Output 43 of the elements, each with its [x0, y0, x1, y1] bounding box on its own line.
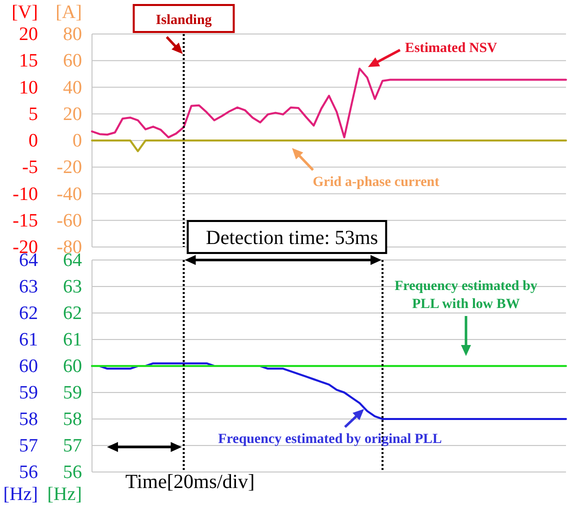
y-tick-label: 59: [19, 382, 38, 404]
annotation: Frequency estimated by PLL with low BW: [394, 279, 538, 312]
y-tick-label: 60: [19, 356, 38, 378]
y-tick-label: 20: [19, 24, 38, 46]
y2-tick-label: 59: [63, 382, 82, 404]
y-tick-label: 56: [19, 462, 38, 484]
y2-tick-label: 58: [63, 409, 82, 430]
y2-tick-label: 80: [63, 24, 82, 46]
y-tick-label: 15: [19, 50, 38, 72]
annotation: Detection time: 53ms: [206, 227, 378, 249]
x-axis-title: Time[20ms/div]: [125, 471, 255, 493]
y2-tick-label: 20: [63, 104, 82, 125]
y2-tick-label: 61: [63, 330, 82, 351]
annotation: Grid a-phase current: [312, 175, 440, 190]
y-tick-label: 61: [19, 330, 38, 351]
y2-tick-label: 60: [63, 50, 82, 72]
y-axis-title: [V]: [12, 2, 38, 23]
annotation: Estimated NSV: [405, 41, 498, 56]
y-tick-label: -15: [12, 210, 38, 232]
y-tick-label: 58: [19, 409, 38, 430]
y2-tick-label: 40: [63, 77, 82, 98]
text: Islanding: [156, 13, 212, 28]
y-axis-title: [Hz]: [3, 484, 38, 505]
y2-axis-title: [Hz]: [47, 484, 82, 505]
y-tick-label: 62: [19, 303, 38, 324]
y2-tick-label: 62: [63, 303, 82, 324]
y2-tick-label: 57: [63, 436, 82, 457]
y-tick-label: -10: [12, 184, 38, 205]
y2-axis-title: [A]: [56, 2, 82, 23]
annotation: Frequency estimated by original PLL: [218, 432, 442, 447]
y-tick-label: 5: [28, 104, 38, 125]
y2-tick-label: -60: [56, 210, 82, 232]
y-tick-label: 57: [19, 436, 38, 457]
y-tick-label: -5: [22, 157, 38, 178]
y2-tick-label: 56: [63, 462, 82, 484]
y2-tick-label: 60: [63, 356, 82, 378]
y2-tick-label: -40: [56, 184, 82, 205]
y2-tick-label: 0: [72, 130, 82, 152]
y2-tick-label: -20: [56, 157, 82, 178]
y-tick-label: 10: [19, 77, 38, 98]
y-tick-label: 0: [28, 130, 38, 152]
y-tick-label: 63: [19, 276, 38, 298]
y2-tick-label: 63: [63, 276, 82, 298]
